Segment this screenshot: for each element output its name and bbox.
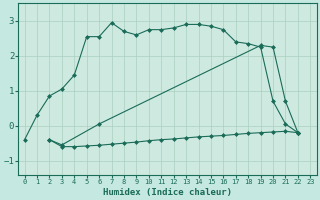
- X-axis label: Humidex (Indice chaleur): Humidex (Indice chaleur): [103, 188, 232, 197]
